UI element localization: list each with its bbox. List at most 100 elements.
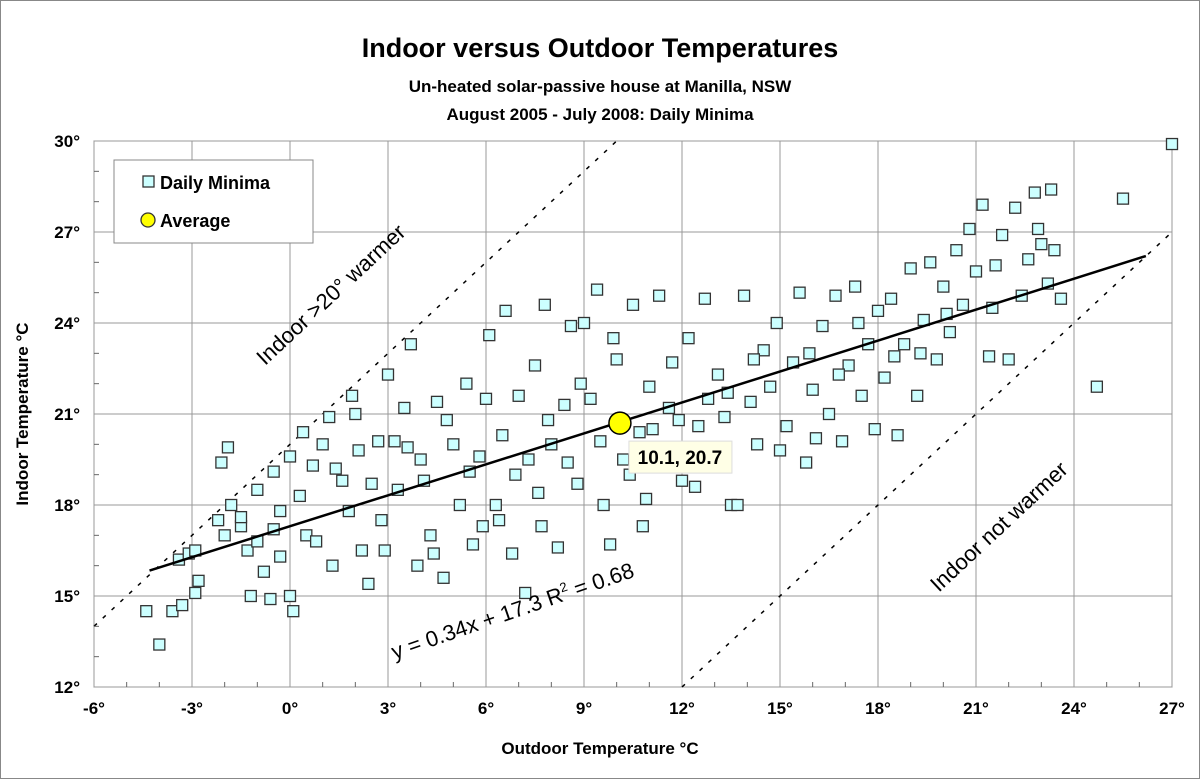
data-point-daily-minima bbox=[192, 574, 205, 587]
data-point-daily-minima bbox=[633, 426, 646, 439]
chart-title: Indoor versus Outdoor Temperatures bbox=[362, 33, 839, 63]
data-point-daily-minima bbox=[283, 450, 297, 463]
data-point-daily-minima bbox=[646, 423, 659, 436]
x-tick-label: -6° bbox=[83, 699, 105, 718]
data-point-daily-minima bbox=[538, 298, 551, 311]
data-point-daily-minima bbox=[336, 474, 349, 487]
data-point-daily-minima bbox=[1002, 353, 1015, 366]
data-point-daily-minima bbox=[401, 441, 414, 454]
data-point-daily-minima bbox=[519, 586, 532, 600]
data-point-daily-minima bbox=[969, 265, 983, 278]
data-point-daily-minima bbox=[355, 544, 369, 557]
data-point-daily-minima bbox=[479, 392, 493, 405]
y-tick-label: 30° bbox=[54, 132, 80, 151]
data-point-daily-minima bbox=[868, 423, 881, 436]
x-tick-label: 27° bbox=[1159, 699, 1185, 718]
data-point-daily-minima bbox=[329, 462, 342, 475]
data-point-daily-minima bbox=[466, 538, 480, 551]
data-point-daily-minima bbox=[257, 565, 271, 578]
data-point-daily-minima bbox=[666, 356, 679, 369]
data-point-daily-minima bbox=[522, 453, 535, 466]
data-point-daily-minima bbox=[590, 283, 604, 296]
data-point-daily-minima bbox=[296, 426, 310, 439]
y-tick-label: 15° bbox=[54, 587, 80, 606]
x-tick-label: 15° bbox=[767, 699, 793, 718]
data-point-daily-minima bbox=[584, 392, 597, 405]
average-label: 10.1, 20.7 bbox=[638, 448, 723, 469]
data-point-daily-minima bbox=[1009, 201, 1022, 214]
y-tick-label: 27° bbox=[54, 223, 80, 242]
data-point-daily-minima bbox=[293, 489, 306, 503]
data-point-daily-minima bbox=[639, 492, 653, 506]
y-axis-label: Indoor Temperature °C bbox=[13, 322, 32, 505]
trendline bbox=[149, 254, 1147, 572]
data-point-daily-minima bbox=[375, 514, 388, 527]
data-point-daily-minima bbox=[1031, 222, 1045, 236]
data-point-daily-minima bbox=[822, 407, 836, 421]
data-point-daily-minima bbox=[447, 438, 460, 451]
data-point-daily-minima bbox=[283, 589, 297, 603]
x-axis-label: Outdoor Temperature °C bbox=[501, 739, 698, 758]
reference-line-not-warmer bbox=[681, 231, 1173, 688]
average-label-box bbox=[628, 440, 733, 474]
data-point-daily-minima bbox=[911, 389, 924, 402]
data-point-daily-minima bbox=[607, 332, 620, 345]
data-point-daily-minima bbox=[309, 535, 323, 548]
data-point-daily-minima bbox=[225, 498, 238, 512]
legend-box bbox=[113, 159, 314, 244]
data-point-daily-minima bbox=[267, 465, 280, 478]
data-point-daily-minima bbox=[718, 410, 731, 424]
data-point-daily-minima bbox=[871, 304, 885, 318]
data-point-daily-minima bbox=[698, 292, 712, 305]
data-point-daily-minima bbox=[636, 520, 649, 533]
data-point-daily-minima bbox=[535, 520, 548, 533]
data-point-daily-minima bbox=[711, 368, 725, 381]
data-point-daily-minima bbox=[558, 398, 571, 412]
x-tick-label: 18° bbox=[865, 699, 891, 718]
data-point-daily-minima bbox=[610, 353, 623, 366]
data-point-daily-minima bbox=[682, 332, 695, 345]
data-point-daily-minima bbox=[675, 474, 689, 487]
data-point-daily-minima bbox=[976, 198, 989, 211]
y-tick-label: 12° bbox=[54, 678, 80, 697]
data-point-average bbox=[608, 411, 632, 435]
data-point-daily-minima bbox=[1054, 292, 1068, 305]
data-point-daily-minima bbox=[737, 289, 751, 302]
data-point-daily-minima bbox=[832, 368, 845, 381]
data-point-daily-minima bbox=[799, 456, 813, 469]
data-point-daily-minima bbox=[1090, 380, 1104, 393]
data-point-daily-minima bbox=[215, 456, 228, 469]
data-point-daily-minima bbox=[750, 438, 764, 451]
legend-label-average: Average bbox=[160, 211, 230, 231]
data-point-daily-minima bbox=[496, 429, 509, 442]
data-point-daily-minima bbox=[274, 550, 287, 563]
data-point-daily-minima bbox=[897, 338, 911, 351]
data-point-daily-minima bbox=[414, 453, 427, 466]
data-point-daily-minima bbox=[404, 338, 418, 351]
x-tick-label: 21° bbox=[963, 699, 989, 718]
data-point-daily-minima bbox=[747, 353, 761, 366]
data-point-daily-minima bbox=[956, 298, 970, 311]
data-point-daily-minima bbox=[440, 413, 453, 427]
data-point-daily-minima bbox=[176, 598, 189, 612]
data-point-daily-minima bbox=[532, 486, 545, 500]
data-point-daily-minima bbox=[189, 586, 202, 600]
data-point-daily-minima bbox=[803, 347, 816, 360]
data-point-daily-minima bbox=[218, 529, 231, 542]
data-point-daily-minima bbox=[1165, 137, 1179, 151]
data-point-daily-minima bbox=[809, 432, 823, 445]
legend-label-daily-minima: Daily Minima bbox=[160, 173, 271, 193]
data-point-daily-minima bbox=[571, 477, 584, 490]
data-point-daily-minima bbox=[930, 353, 943, 366]
data-point-daily-minima bbox=[453, 498, 467, 512]
data-point-daily-minima bbox=[345, 389, 359, 402]
data-point-daily-minima bbox=[365, 477, 378, 490]
data-point-daily-minima bbox=[574, 377, 587, 390]
data-point-daily-minima bbox=[937, 280, 950, 293]
data-point-daily-minima bbox=[489, 498, 502, 512]
data-point-daily-minima bbox=[541, 413, 555, 427]
data-point-daily-minima bbox=[437, 571, 450, 584]
data-point-daily-minima bbox=[982, 350, 996, 363]
y-tick-label: 18° bbox=[54, 496, 80, 515]
data-point-daily-minima bbox=[244, 589, 257, 603]
